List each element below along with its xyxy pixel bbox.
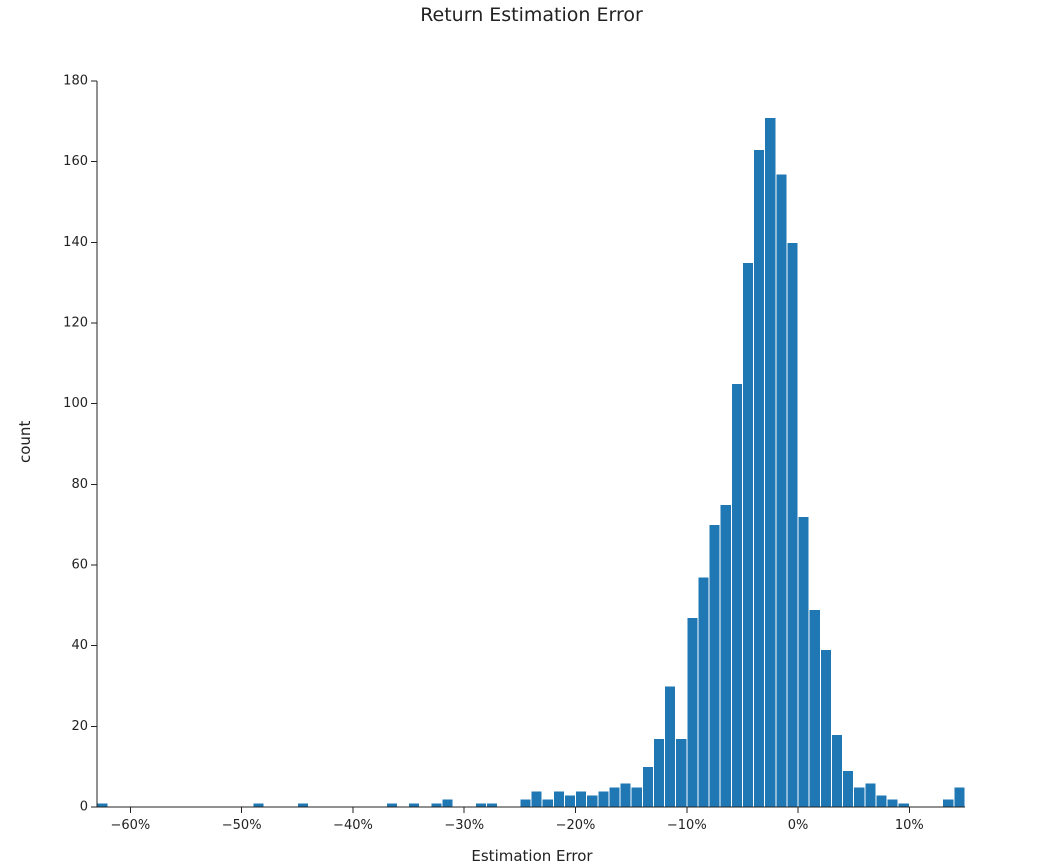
histogram-bar [730,383,743,808]
histogram-bar [408,802,421,808]
histogram-bar [842,770,855,808]
chart-title: Return Estimation Error [420,4,643,26]
histogram-bar [441,798,454,808]
y-tick-label: 120 [63,316,88,331]
x-tick-label: −10% [667,818,707,833]
histogram-bar [619,782,632,808]
histogram-bar [697,576,710,808]
y-tick-label: 60 [71,558,88,573]
x-tick-label: −30% [444,818,484,833]
histogram-bar [519,798,532,808]
histogram-bar [664,685,677,808]
histogram-bar [953,786,966,808]
x-tick-label: −50% [222,818,262,833]
bars-group [96,116,966,808]
histogram-bar [252,802,265,808]
x-tick-label: 10% [895,818,924,833]
x-tick-label: 0% [788,818,809,833]
histogram-bar [786,241,799,808]
y-axis: 0 20 40 60 80 100 120 140 160 180 [63,74,98,815]
histogram-bar [775,173,788,808]
histogram-bar [485,802,499,808]
histogram-bar [552,790,565,808]
histogram-bar [430,802,443,808]
y-tick-label: 80 [71,477,88,492]
histogram-bar [575,790,588,808]
histogram-bar [808,608,821,808]
histogram-bar [686,616,699,808]
x-axis-title: Estimation Error [471,847,593,865]
histogram-bar [296,802,309,808]
y-tick-label: 140 [63,235,88,250]
y-tick-label: 40 [71,638,88,653]
histogram-bar [853,786,866,808]
histogram-bar [530,790,543,808]
histogram-bar [608,786,621,808]
histogram-bar [630,786,643,808]
histogram-bar [96,802,109,808]
histogram-bar [597,790,610,808]
histogram-bar [652,737,666,808]
y-tick-label: 160 [63,154,88,169]
histogram-bar [563,794,577,808]
histogram-bar [897,802,910,808]
histogram-bar [641,766,654,808]
histogram-bar [819,649,832,808]
histogram-bar [675,737,688,808]
histogram-bar [830,733,844,808]
histogram-bar [586,794,599,808]
y-tick-label: 20 [71,719,88,734]
histogram-bar [385,802,398,808]
histogram-bar [474,802,487,808]
x-tick-label: −20% [556,818,596,833]
histogram-bar [864,782,877,808]
histogram-bar [797,516,810,808]
y-tick-label: 100 [63,396,88,411]
histogram-bar [741,262,755,808]
x-tick-label: −60% [110,818,150,833]
histogram-bar [541,798,554,808]
x-tick-label: −40% [333,818,373,833]
histogram-bar [708,524,721,808]
histogram-bar [753,149,766,808]
histogram-bar [764,116,777,808]
x-axis: −60% −50% −40% −30% −20% −10% 0% 10% [97,806,965,833]
y-tick-label: 180 [63,74,88,89]
y-tick-label: 0 [80,800,88,815]
histogram-bar [886,798,899,808]
histogram-bar [875,794,888,808]
histogram-bar [942,798,955,808]
histogram-bar [719,504,732,808]
